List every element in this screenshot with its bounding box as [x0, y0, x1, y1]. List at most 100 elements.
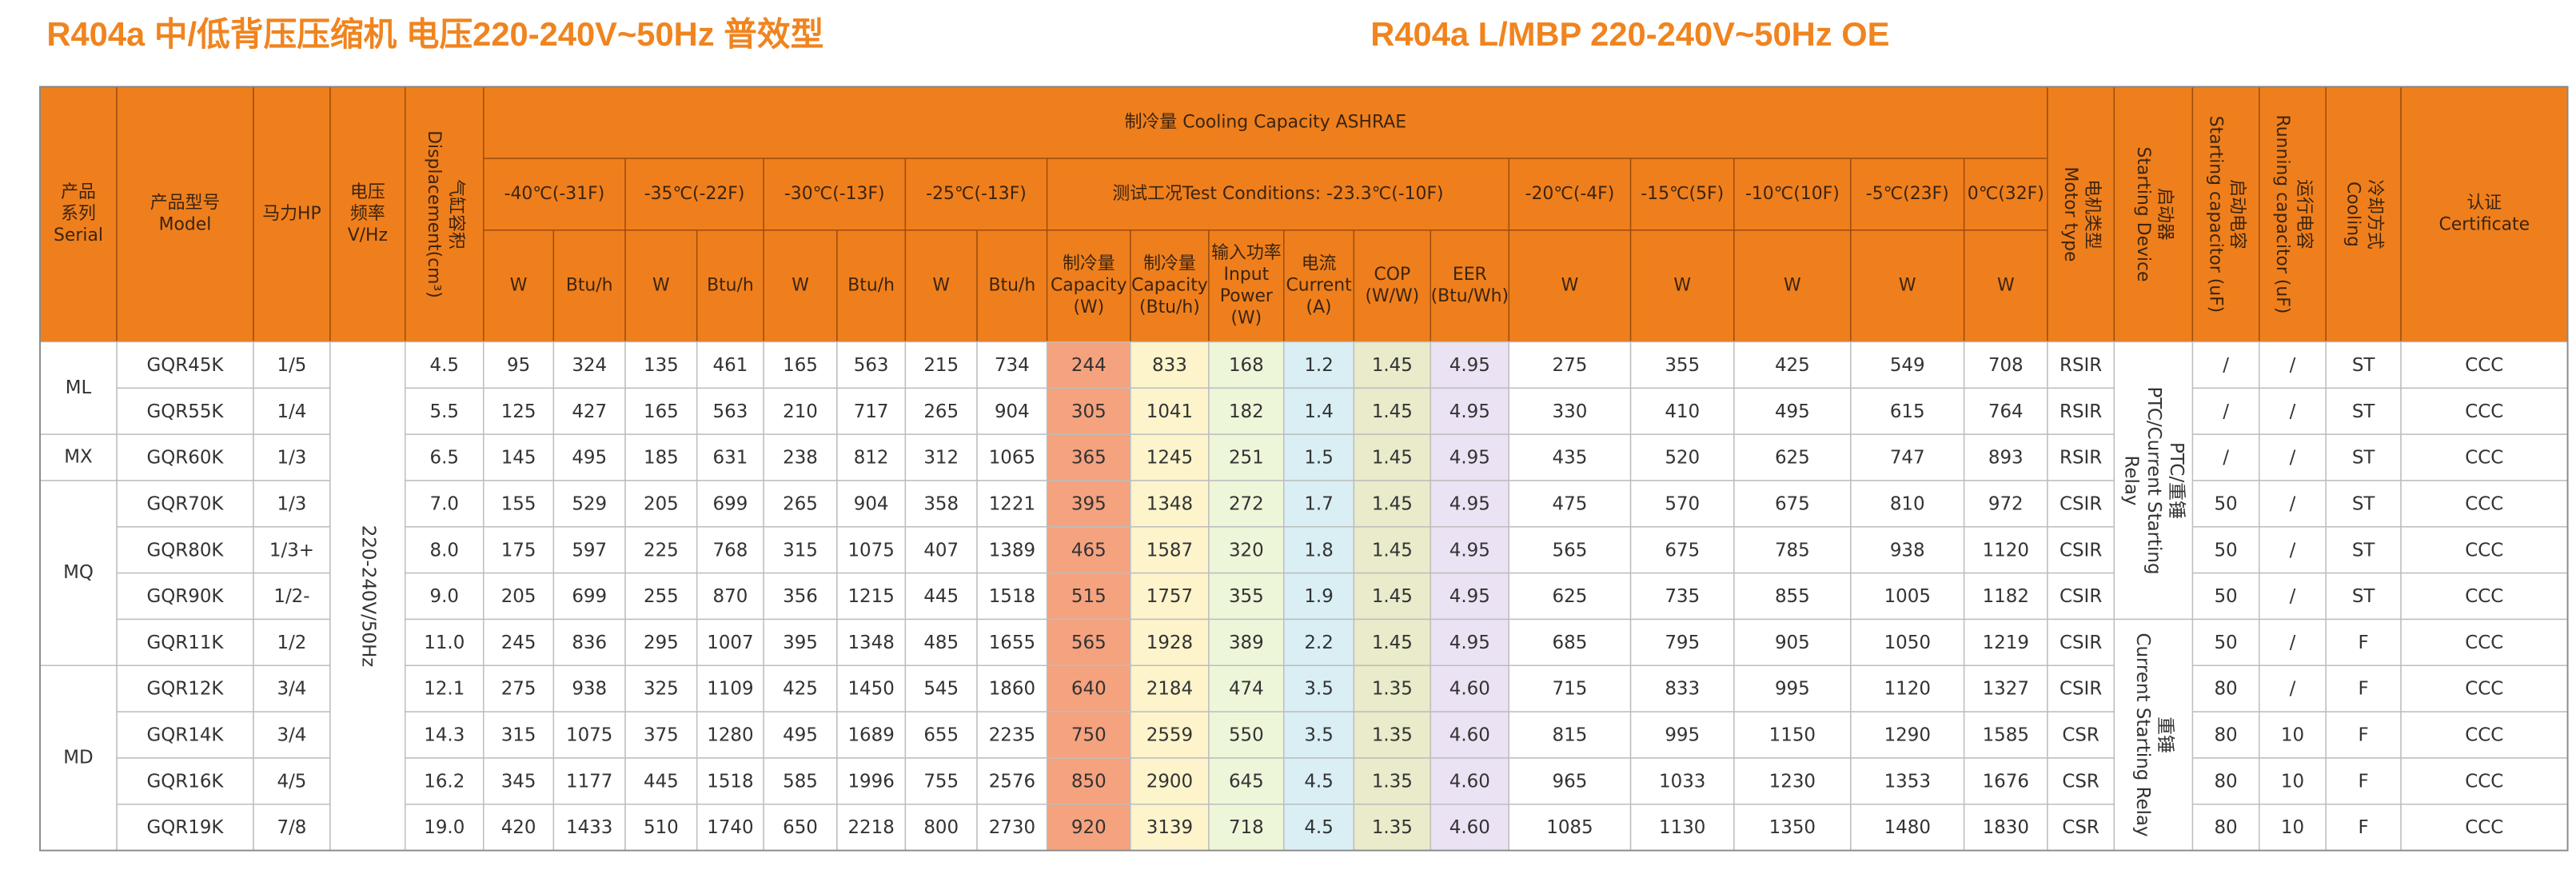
- body-cell: [1353, 387, 1432, 435]
- cell-text: 645: [1229, 771, 1264, 792]
- body-cell: [1046, 711, 1131, 759]
- header-label: W: [1784, 276, 1801, 296]
- body-cell: [1283, 664, 1355, 712]
- cell-text: 1.45: [1372, 493, 1413, 514]
- body-cell: [2400, 711, 2569, 759]
- cell-text: 305: [1071, 401, 1107, 422]
- cell-text: 358: [923, 493, 959, 514]
- body-cell: [2047, 804, 2115, 852]
- body-cell: [1733, 618, 1852, 667]
- cell-text: ST: [2352, 540, 2376, 561]
- header-cell: [763, 229, 838, 343]
- cell-text: 1327: [1983, 679, 2029, 700]
- header-cell: [904, 229, 978, 343]
- cell-text: 1.4: [1304, 401, 1333, 422]
- body-cell: [624, 711, 698, 759]
- body-cell: [2325, 572, 2402, 621]
- body-cell: [1850, 664, 1965, 712]
- cell-text: 904: [854, 493, 889, 514]
- table-frame: [39, 86, 2569, 852]
- cell-text: 495: [783, 725, 818, 746]
- body-cell: [552, 804, 626, 852]
- serial-text: MX: [64, 447, 92, 468]
- header-label: Btu/h: [707, 276, 754, 296]
- cell-text: /: [2290, 540, 2296, 561]
- cell-text: 1676: [1983, 771, 2029, 792]
- body-cell: [624, 480, 698, 528]
- cell-text: 2184: [1146, 679, 1193, 700]
- header-label: 频率: [350, 204, 385, 224]
- body-cell: [624, 387, 698, 435]
- header-label: COP: [1374, 265, 1410, 285]
- cell-text: 1007: [707, 633, 753, 653]
- cell-text: 425: [1775, 355, 1810, 376]
- cell-text: 50: [2214, 633, 2237, 653]
- cell-text: 410: [1665, 401, 1700, 422]
- body-cell: [405, 572, 484, 621]
- header-label: (Btu/h): [1139, 297, 1200, 317]
- header-label: W: [1899, 276, 1916, 296]
- cell-text: 1.45: [1372, 401, 1413, 422]
- body-cell: [696, 433, 764, 481]
- header-cell: [1046, 158, 1510, 231]
- body-cell: [976, 480, 1048, 528]
- cell-text: 407: [923, 540, 959, 561]
- cell-text: CCC: [2465, 817, 2503, 838]
- cell-text: 375: [644, 725, 679, 746]
- body-cell: [483, 341, 555, 389]
- body-cell: [2259, 664, 2327, 712]
- body-cell: [696, 757, 764, 805]
- cell-text: 1005: [1884, 586, 1931, 607]
- cell-text: GQR16K: [147, 771, 225, 792]
- cell-text: 1.35: [1372, 771, 1413, 792]
- body-cell: [1508, 711, 1632, 759]
- cell-text: 1221: [989, 493, 1035, 514]
- header-label: 产品型号: [150, 193, 220, 213]
- cell-text: 1130: [1659, 817, 1705, 838]
- header-label: 运行电容: [2294, 179, 2314, 249]
- body-cell: [2325, 664, 2402, 712]
- cell-text: GQR90K: [147, 586, 225, 607]
- header-label: -35℃(-22F): [644, 184, 745, 204]
- cell-text: 1/5: [277, 355, 307, 376]
- cell-text: 1230: [1769, 771, 1816, 792]
- body-cell: [1963, 664, 2048, 712]
- header-label: 认证: [2466, 193, 2502, 213]
- header-cell: [1430, 229, 1510, 343]
- cell-text: CCC: [2465, 771, 2503, 792]
- cell-text: 4.5: [430, 355, 459, 376]
- cell-text: 3/4: [277, 725, 307, 746]
- body-cell: [405, 664, 484, 712]
- body-cell: [1733, 341, 1852, 389]
- cell-text: 563: [854, 355, 889, 376]
- header-label: (W): [1073, 297, 1104, 317]
- cell-text: 1065: [989, 448, 1035, 469]
- body-cell: [1508, 572, 1632, 621]
- cell-text: 1.35: [1372, 817, 1413, 838]
- cell-text: 650: [783, 817, 818, 838]
- body-cell: [1208, 618, 1285, 667]
- body-cell: [1130, 572, 1210, 621]
- body-cell: [2325, 341, 2402, 389]
- body-cell: [976, 664, 1048, 712]
- body-cell: [2191, 711, 2260, 759]
- cell-text: 1353: [1884, 771, 1931, 792]
- cell-text: 938: [572, 679, 607, 700]
- body-cell: [1963, 480, 2048, 528]
- cell-text: 4.95: [1449, 540, 1490, 561]
- cell-text: 1085: [1546, 817, 1593, 838]
- body-cell: [624, 757, 698, 805]
- cell-text: 904: [995, 401, 1030, 422]
- body-cell: [1208, 341, 1285, 389]
- cell-text: 3.5: [1304, 725, 1333, 746]
- voltage-cell: [329, 341, 406, 852]
- body-cell: [1046, 387, 1131, 435]
- header-label: 输入功率: [1211, 243, 1282, 263]
- header-label: 制冷量: [1063, 254, 1115, 274]
- cell-text: 520: [1665, 448, 1700, 469]
- cell-text: 95: [507, 355, 530, 376]
- body-cell: [1850, 757, 1965, 805]
- body-cell: [1430, 526, 1510, 574]
- cell-text: 445: [644, 771, 679, 792]
